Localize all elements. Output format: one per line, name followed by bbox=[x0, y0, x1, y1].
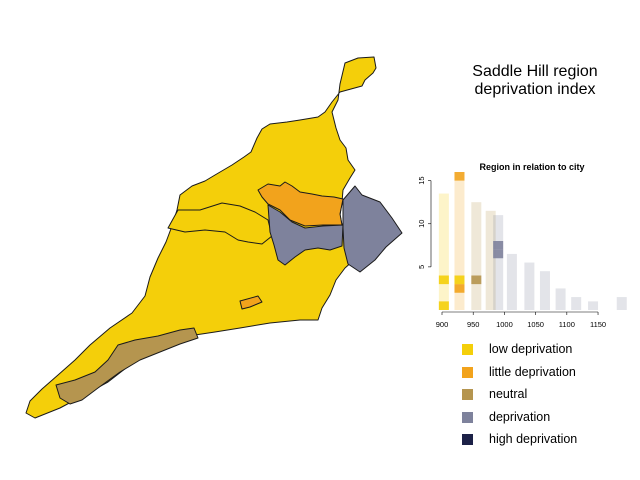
city-bar bbox=[493, 215, 504, 310]
legend-label: neutral bbox=[489, 387, 528, 401]
map-regions bbox=[25, 56, 403, 419]
city-bar bbox=[471, 202, 482, 310]
x-tick-label: 1050 bbox=[527, 320, 544, 329]
x-axis: 900 950 1000 1050 1100 1150 bbox=[436, 311, 606, 329]
legend-item: deprivation bbox=[462, 408, 632, 428]
legend-label: deprivation bbox=[489, 409, 551, 424]
region-area-marker bbox=[438, 275, 449, 285]
y-tick-label: 5 bbox=[417, 265, 426, 269]
region-area-marker bbox=[493, 249, 504, 259]
region-area-markers bbox=[438, 172, 504, 310]
x-tick-label: 900 bbox=[436, 320, 449, 329]
central-little-deprivation-area[interactable] bbox=[257, 181, 344, 227]
legend-swatch bbox=[462, 344, 473, 355]
west-deprivation-area[interactable] bbox=[267, 204, 344, 266]
city-bar bbox=[571, 297, 582, 310]
region-area-marker bbox=[454, 284, 465, 293]
city-bar bbox=[539, 271, 550, 310]
city-bar bbox=[506, 253, 517, 310]
map-title-line-2: deprivation index bbox=[474, 81, 596, 98]
city-comparison-histogram: Region in relation to city 900 950 1000 105… bbox=[417, 162, 627, 329]
region-area-marker bbox=[471, 275, 482, 285]
legend-item: low deprivation bbox=[462, 340, 632, 360]
region-area-marker bbox=[454, 172, 465, 181]
city-bar bbox=[524, 262, 535, 310]
legend-swatch bbox=[462, 411, 473, 423]
east-deprivation-area[interactable] bbox=[342, 185, 403, 273]
city-distribution-bars bbox=[438, 180, 627, 310]
legend-item: neutral bbox=[462, 385, 632, 405]
legend-swatch bbox=[462, 434, 473, 445]
x-tick-label: 950 bbox=[467, 320, 480, 329]
y-axis: 5 10 15 bbox=[417, 176, 432, 269]
legend-item: high deprivation bbox=[462, 430, 632, 450]
region-area-marker bbox=[493, 241, 504, 250]
y-tick-label: 15 bbox=[417, 176, 426, 184]
small-little-deprivation-area[interactable] bbox=[239, 295, 263, 310]
coastal-neutral-area[interactable] bbox=[55, 327, 199, 405]
city-bar bbox=[588, 301, 599, 310]
city-bar bbox=[454, 180, 465, 310]
x-tick-label: 1100 bbox=[559, 320, 575, 329]
x-tick-label: 1000 bbox=[496, 320, 513, 329]
legend-label: high deprivation bbox=[489, 432, 578, 446]
city-bar bbox=[616, 297, 627, 310]
legend-swatch bbox=[462, 389, 473, 400]
region-area-marker bbox=[438, 301, 449, 310]
y-tick-label: 10 bbox=[417, 220, 426, 228]
legend-label: little deprivation bbox=[489, 364, 576, 379]
city-bar bbox=[438, 193, 449, 310]
city-bar bbox=[555, 288, 566, 310]
chart-title: Region in relation to city bbox=[479, 162, 584, 172]
legend-label: low deprivation bbox=[489, 342, 573, 356]
map-title-line-1: Saddle Hill region bbox=[472, 63, 598, 80]
region-area-marker bbox=[454, 275, 465, 285]
legend-swatch bbox=[462, 366, 473, 378]
city-bar bbox=[485, 210, 496, 310]
legend-item: little deprivation bbox=[462, 363, 632, 383]
x-tick-label: 1150 bbox=[590, 320, 606, 329]
